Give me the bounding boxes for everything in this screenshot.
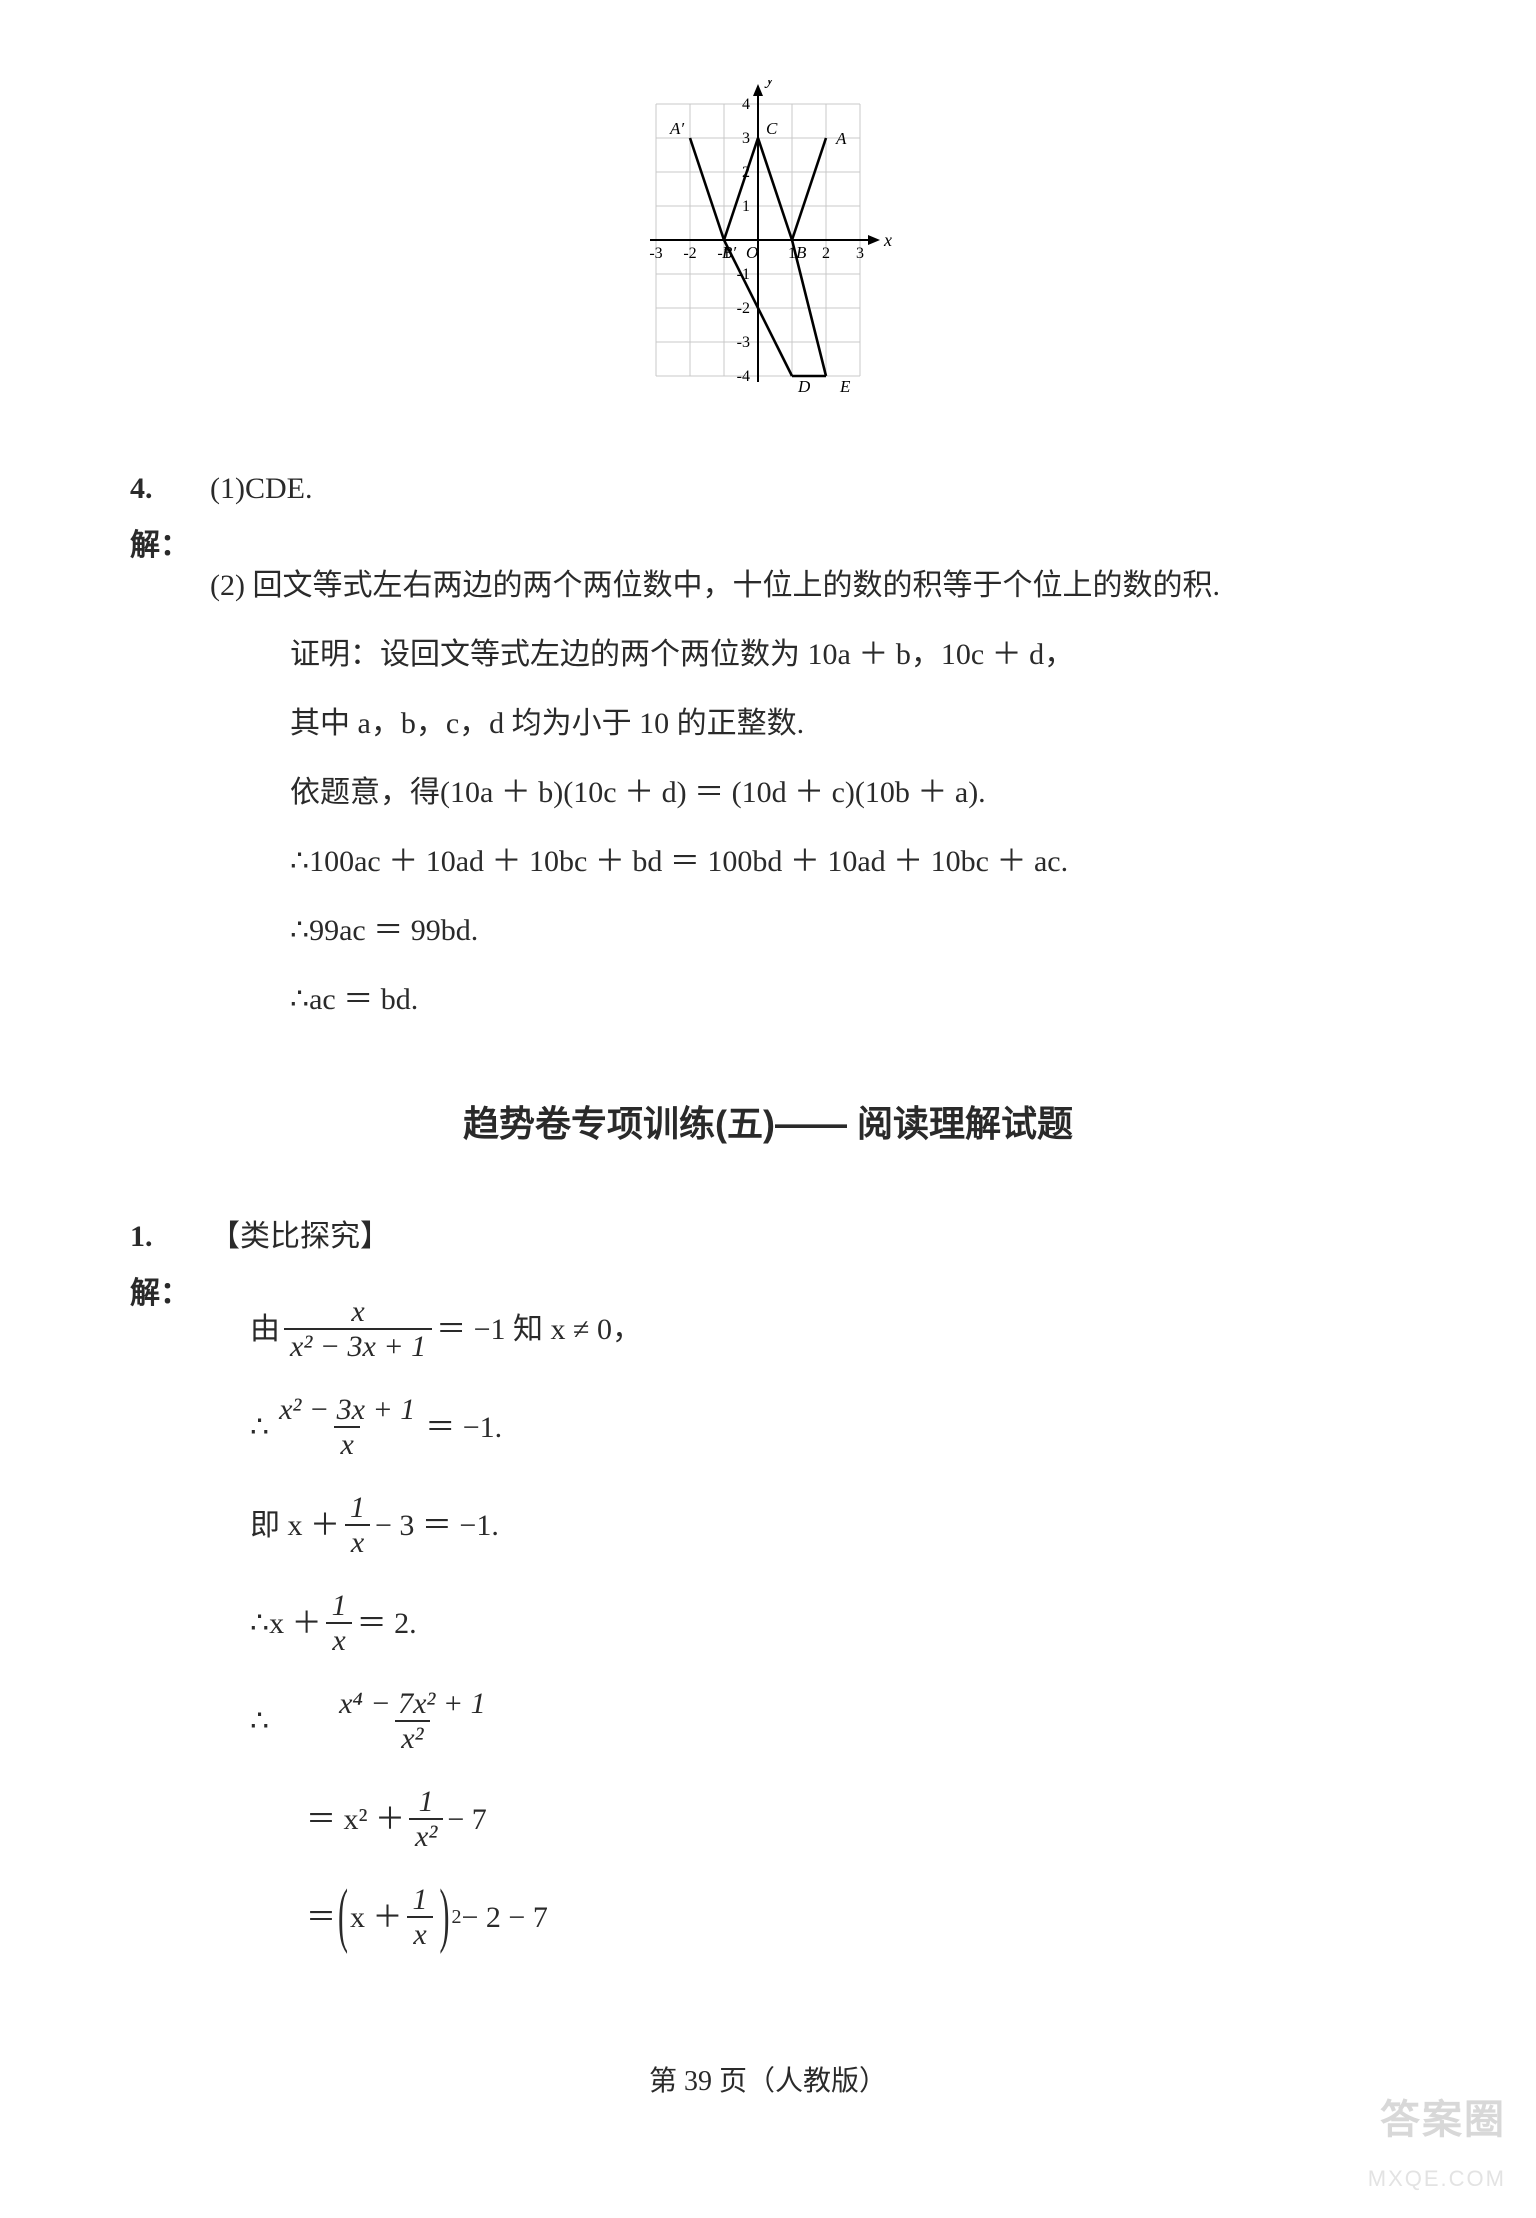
svg-text:A′: A′ — [669, 119, 684, 138]
frac-num: 1 — [407, 1883, 434, 1916]
q1-l2-pre: ∴ — [250, 1399, 269, 1456]
watermark-2: MXQE.COM — [1368, 2158, 1506, 2200]
q4-part2-label: (2) — [210, 569, 252, 602]
svg-text:-3: -3 — [737, 334, 750, 351]
q1-l3-suf: − 3 ＝ −1. — [375, 1497, 499, 1554]
q4-part1-answer: CDE. — [245, 472, 313, 505]
q1-line5: ∴ x⁴ − 7x² + 1 x² — [250, 1687, 642, 1755]
q1-line1: 由 x x² − 3x + 1 ＝ −1 知 x ≠ 0， — [250, 1295, 642, 1363]
section-title: 趋势卷专项训练(五)—— 阅读理解试题 — [130, 1090, 1406, 1158]
q1-line3: 即 x ＋ 1 x − 3 ＝ −1. — [250, 1491, 642, 1559]
question-1: 1. 解： 【类比探究】 由 x x² − 3x + 1 ＝ −1 知 x ≠ 0… — [130, 1208, 1406, 1981]
frac-num: x — [345, 1295, 370, 1328]
svg-text:C: C — [766, 119, 778, 138]
svg-text:2: 2 — [822, 245, 830, 262]
svg-text:3: 3 — [856, 245, 864, 262]
q1-l2-suf: ＝ −1. — [425, 1399, 502, 1456]
q1-l7-eq: ＝ — [306, 1889, 336, 1946]
svg-text:-2: -2 — [683, 245, 696, 262]
q1-number: 1. — [130, 1220, 153, 1253]
q1-line2: ∴ x² − 3x + 1 x ＝ −1. — [250, 1393, 642, 1461]
q1-l1-pre: 由 — [250, 1301, 280, 1358]
q1-l7-suf: − 2 − 7 — [462, 1889, 548, 1946]
frac-num: x⁴ − 7x² + 1 — [333, 1687, 492, 1720]
watermark: 答案圈 MXQE.COM — [1368, 2082, 1506, 2200]
svg-text:A: A — [835, 129, 847, 148]
svg-text:B′: B′ — [722, 243, 736, 262]
q1-line7: ＝ ( x ＋ 1 x ) 2 − 2 − 7 — [250, 1883, 642, 1951]
graph-svg: -3-2-1123-4-3-2-11234OxyA′CAB′BDE — [632, 80, 904, 420]
q1-l3-pre: 即 x ＋ — [250, 1497, 340, 1554]
svg-text:4: 4 — [742, 96, 750, 113]
q4-prefix: 解： — [130, 529, 190, 562]
svg-text:x: x — [883, 230, 892, 250]
svg-text:-4: -4 — [737, 368, 750, 385]
q4-part1-label: (1) — [210, 472, 245, 505]
q1-l2-frac: x² − 3x + 1 x — [273, 1393, 421, 1461]
q1-l4-suf: ＝ 2. — [357, 1595, 417, 1652]
q1-prefix: 解： — [130, 1277, 190, 1310]
svg-text:-3: -3 — [649, 245, 662, 262]
svg-text:y: y — [764, 80, 774, 88]
frac-den: x — [326, 1622, 351, 1657]
q1-line4: ∴x ＋ 1 x ＝ 2. — [250, 1589, 642, 1657]
q1-l6-suf: − 7 — [447, 1791, 486, 1848]
q4-proof-3: ∴100ac ＋ 10ad ＋ 10bc ＋ bd ＝ 100bd ＋ 10ad… — [290, 845, 1068, 878]
q1-heading: 【类比探究】 — [210, 1220, 390, 1253]
q4-proof-4: ∴99ac ＝ 99bd. — [290, 914, 478, 947]
q1-l1-suf: ＝ −1 知 x ≠ 0， — [436, 1301, 642, 1358]
q4-proof-0: 证明：设回文等式左边的两个两位数为 10a ＋ b，10c ＋ d， — [290, 638, 1074, 671]
q1-l6-pre: ＝ x² ＋ — [306, 1791, 405, 1848]
coordinate-graph: -3-2-1123-4-3-2-11234OxyA′CAB′BDE — [130, 80, 1406, 420]
q1-l1-frac: x x² − 3x + 1 — [284, 1295, 432, 1363]
svg-text:B: B — [796, 243, 807, 262]
q1-l4-frac: 1 x — [326, 1589, 353, 1657]
frac-num: 1 — [413, 1785, 440, 1818]
frac-den: x — [345, 1524, 370, 1559]
q4-part2-stmt: 回文等式左右两边的两个两位数中，十位上的数的积等于个位上的数的积. — [252, 569, 1220, 602]
svg-text:O: O — [746, 243, 758, 262]
question-4: 4. 解： (1)CDE. (2) 回文等式左右两边的两个两位数中，十位上的数的积… — [130, 460, 1406, 1040]
q4-number: 4. — [130, 472, 153, 505]
svg-text:-2: -2 — [737, 300, 750, 317]
q4-proof-1: 其中 a，b，c，d 均为小于 10 的正整数. — [290, 707, 804, 740]
page-footer: 第 39 页（人教版） — [0, 2055, 1536, 2108]
q1-l7-frac: 1 x — [407, 1883, 434, 1951]
frac-den: x — [407, 1916, 432, 1951]
q4-proof-2: 依题意，得(10a ＋ b)(10c ＋ d) ＝ (10d ＋ c)(10b … — [290, 776, 986, 809]
svg-text:1: 1 — [742, 198, 750, 215]
svg-text:E: E — [839, 377, 851, 396]
q1-l5-pre: ∴ — [250, 1693, 329, 1750]
q1-line6: ＝ x² ＋ 1 x² − 7 — [250, 1785, 642, 1853]
q1-l7-il: x ＋ — [350, 1889, 403, 1946]
watermark-1: 答案圈 — [1368, 2082, 1506, 2158]
q1-l6-frac: 1 x² — [409, 1785, 443, 1853]
q1-l7-exp: 2 — [452, 1898, 462, 1936]
frac-den: x² — [395, 1720, 429, 1755]
q1-l4-pre: ∴x ＋ — [250, 1595, 322, 1652]
q4-proof-5: ∴ac ＝ bd. — [290, 983, 418, 1016]
frac-den: x² − 3x + 1 — [284, 1328, 432, 1363]
frac-num: 1 — [344, 1491, 371, 1524]
svg-text:3: 3 — [742, 130, 750, 147]
frac-den: x² — [409, 1818, 443, 1853]
q1-l3-frac: 1 x — [344, 1491, 371, 1559]
frac-den: x — [334, 1426, 359, 1461]
frac-num: x² − 3x + 1 — [273, 1393, 421, 1426]
frac-num: 1 — [326, 1589, 353, 1622]
svg-text:D: D — [797, 377, 811, 396]
q1-l5-frac: x⁴ − 7x² + 1 x² — [333, 1687, 492, 1755]
